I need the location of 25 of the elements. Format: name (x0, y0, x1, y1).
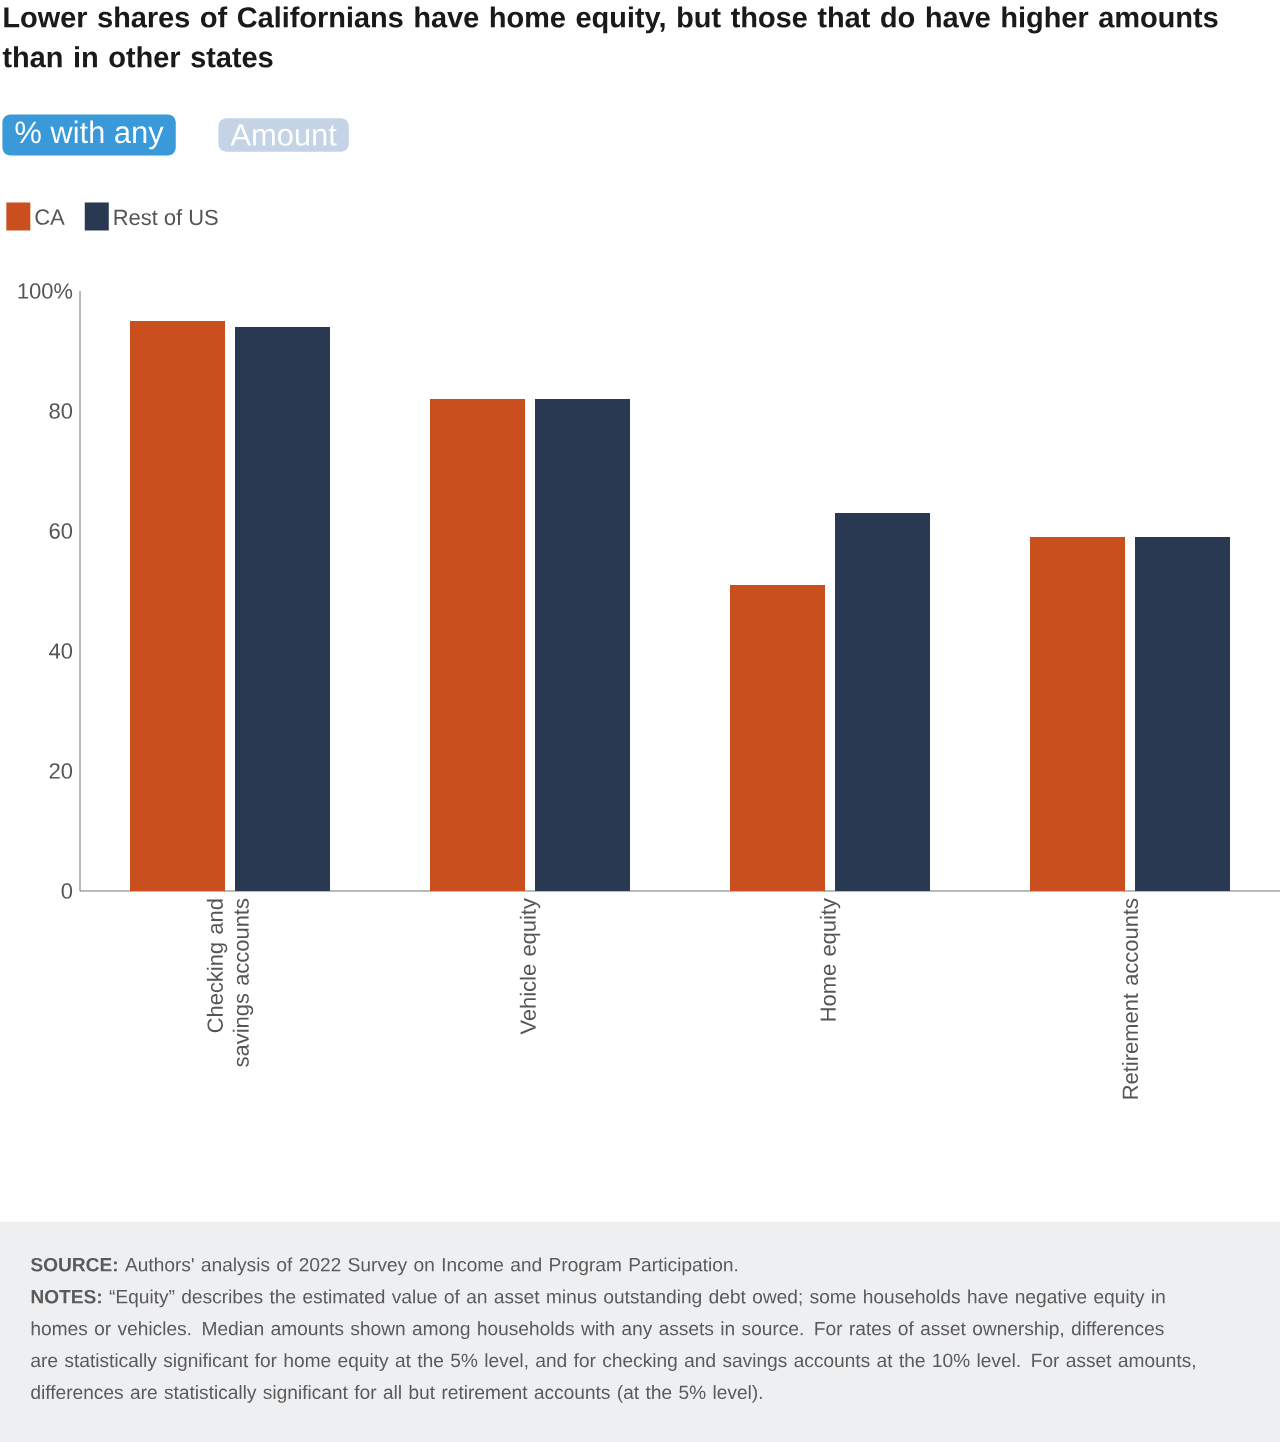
legend-label: Rest of US (114, 209, 218, 226)
bar (1135, 536, 1231, 891)
text: SOURCE: Authors' analysis of 2022 Survey on Income and Program Participation. (30, 1257, 738, 1276)
text: % with any (15, 120, 164, 150)
bar (535, 398, 631, 891)
y-tick-label: 40 (49, 643, 73, 659)
bar (730, 584, 826, 891)
x-tick-label: Vehicle equity (519, 898, 541, 1035)
y-tick-label: 20 (49, 763, 73, 779)
bar (430, 398, 525, 891)
chart-title: Lower shares of Californians have home equity, but those that do have higher amounts than in other states (2, 6, 1218, 68)
bar (130, 320, 225, 891)
bar (835, 512, 931, 891)
x-tick-label: Home equity (819, 898, 841, 1021)
y-tick-label: 60 (49, 523, 73, 539)
legend-label: CA (35, 209, 65, 225)
bar (1030, 536, 1126, 891)
y-tick-label: 80 (49, 403, 73, 419)
y-tick-label: 100% (18, 283, 73, 299)
y-tick-label: 0 (61, 883, 73, 899)
bar (235, 326, 330, 891)
x-tick-label: Retirement accounts (1121, 898, 1139, 1099)
x-tick-label: Checking and savings accounts (206, 898, 254, 1067)
text: Amount (230, 124, 337, 146)
text: NOTES: “Equity” describes the estimated value of an asset minus outstanding debt owed; some households have negative equity in homes or vehicles. Median amounts shown among households with any assets in source. For rates of asset ownership, differences are statistically significant for home equity at the 5% level, and for checking and savings accounts at the 10% level. For asset amounts, differences are statistically significant for all but retirement accounts (at the 5% level). (31, 1289, 1195, 1403)
